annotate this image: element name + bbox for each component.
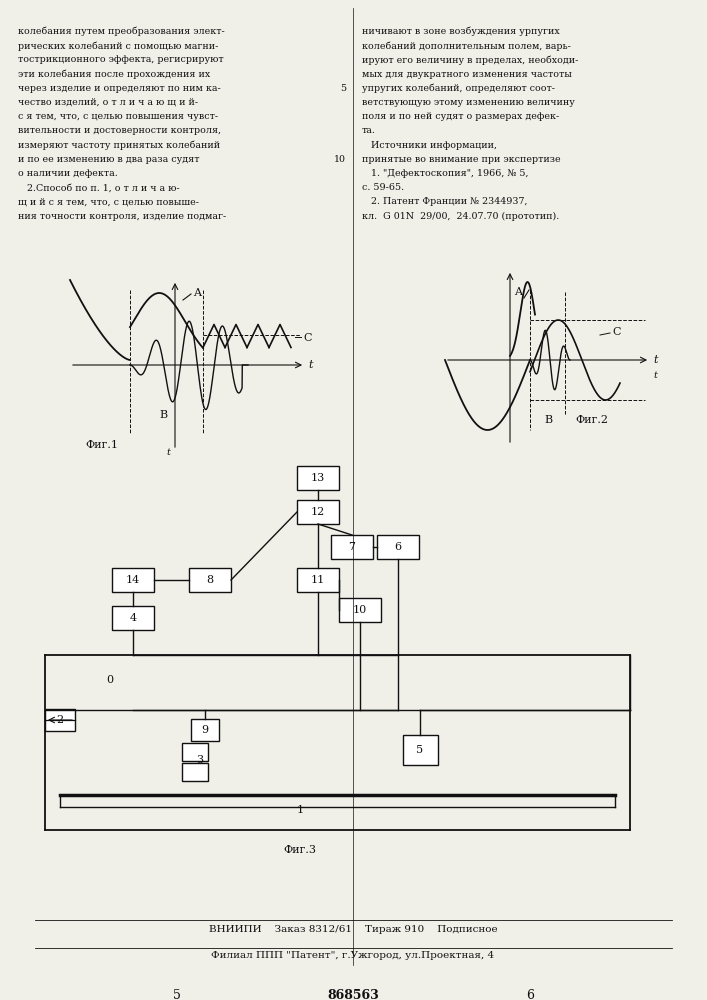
Text: о наличии дефекта.: о наличии дефекта. (18, 169, 118, 178)
Bar (191, 719, 219, 741)
Bar (297, 500, 339, 524)
Bar (182, 763, 208, 781)
Text: Филиал ППП "Патент", г.Ужгород, ул.Проектная, 4: Филиал ППП "Патент", г.Ужгород, ул.Проек… (211, 952, 495, 960)
Text: 3: 3 (197, 755, 204, 765)
Text: t: t (308, 360, 312, 370)
Bar (182, 743, 208, 761)
Text: 10: 10 (334, 155, 346, 164)
Bar (45, 709, 75, 731)
Text: и по ее изменению в два раза судят: и по ее изменению в два раза судят (18, 155, 199, 164)
Text: 4: 4 (129, 613, 136, 623)
Text: поля и по ней судят о размерах дефек-: поля и по ней судят о размерах дефек- (362, 112, 559, 121)
Bar (297, 568, 339, 592)
Text: щ и й с я тем, что, с целью повыше-: щ и й с я тем, что, с целью повыше- (18, 197, 199, 206)
Bar (112, 568, 154, 592)
Text: A: A (193, 288, 201, 298)
Text: чество изделий, о т л и ч а ю щ и й-: чество изделий, о т л и ч а ю щ и й- (18, 98, 198, 107)
Text: 2. Патент Франции № 2344937,: 2. Патент Франции № 2344937, (362, 197, 527, 206)
Text: A: A (514, 287, 522, 297)
Text: рических колебаний с помощью магни-: рических колебаний с помощью магни- (18, 41, 218, 51)
Text: 5: 5 (173, 989, 181, 1000)
Text: 9: 9 (201, 725, 209, 735)
Text: через изделие и определяют по ним ка-: через изделие и определяют по ним ка- (18, 84, 221, 93)
Text: та.: та. (362, 126, 376, 135)
Text: 5: 5 (416, 745, 423, 755)
Text: t: t (653, 370, 657, 379)
Text: мых для двукратного изменения частоты: мых для двукратного изменения частоты (362, 70, 572, 79)
Bar (112, 606, 154, 630)
Text: колебаний дополнительным полем, варь-: колебаний дополнительным полем, варь- (362, 41, 571, 51)
Text: эти колебания после прохождения их: эти колебания после прохождения их (18, 70, 210, 79)
Text: 10: 10 (353, 605, 367, 615)
Text: принятые во внимание при экспертизе: принятые во внимание при экспертизе (362, 155, 561, 164)
Text: C: C (303, 333, 312, 343)
Text: 12: 12 (311, 507, 325, 517)
Text: 8: 8 (206, 575, 214, 585)
Text: 2: 2 (57, 715, 64, 725)
Text: 868563: 868563 (327, 989, 379, 1000)
Text: 5: 5 (340, 84, 346, 93)
Text: 11: 11 (311, 575, 325, 585)
Text: 1. "Дефектоскопия", 1966, № 5,: 1. "Дефектоскопия", 1966, № 5, (362, 169, 529, 178)
Text: ничивают в зоне возбуждения урпугих: ничивают в зоне возбуждения урпугих (362, 27, 560, 36)
Bar (189, 568, 231, 592)
Text: 7: 7 (349, 542, 356, 552)
Text: 1: 1 (296, 805, 303, 815)
Text: 14: 14 (126, 575, 140, 585)
Text: колебания путем преобразования элект-: колебания путем преобразования элект- (18, 27, 225, 36)
Bar (402, 735, 438, 765)
Text: Фиг.2: Фиг.2 (575, 415, 608, 425)
Text: Фиг.1: Фиг.1 (85, 440, 118, 450)
Text: кл.  G 01N  29/00,  24.07.70 (прототип).: кл. G 01N 29/00, 24.07.70 (прототип). (362, 212, 559, 221)
Bar (339, 598, 381, 622)
Text: ируют его величину в пределах, необходи-: ируют его величину в пределах, необходи- (362, 55, 578, 65)
Text: ВНИИПИ    Заказ 8312/61    Тираж 910    Подписное: ВНИИПИ Заказ 8312/61 Тираж 910 Подписное (209, 926, 497, 934)
Text: Фиг.3: Фиг.3 (284, 845, 317, 855)
Text: ния точности контроля, изделие подмаг-: ния точности контроля, изделие подмаг- (18, 212, 226, 221)
Text: 0: 0 (107, 675, 114, 685)
Text: с я тем, что, с целью повышения чувст-: с я тем, что, с целью повышения чувст- (18, 112, 218, 121)
Text: 13: 13 (311, 473, 325, 483)
Bar (331, 535, 373, 559)
Bar (297, 466, 339, 490)
Text: B: B (544, 415, 552, 425)
Text: t: t (653, 355, 658, 365)
Text: 6: 6 (526, 989, 534, 1000)
Text: измеряют частоту принятых колебаний: измеряют частоту принятых колебаний (18, 141, 220, 150)
Text: ветствующую этому изменению величину: ветствующую этому изменению величину (362, 98, 575, 107)
Text: t: t (166, 448, 170, 457)
Bar (377, 535, 419, 559)
Text: с. 59-65.: с. 59-65. (362, 183, 404, 192)
Text: вительности и достоверности контроля,: вительности и достоверности контроля, (18, 126, 221, 135)
Text: тострикционного эффекта, регисрируют: тострикционного эффекта, регисрируют (18, 55, 223, 64)
Text: 2.Способ по п. 1, о т л и ч а ю-: 2.Способ по п. 1, о т л и ч а ю- (18, 183, 180, 192)
Text: упругих колебаний, определяют соот-: упругих колебаний, определяют соот- (362, 84, 555, 93)
Text: B: B (159, 410, 167, 420)
Text: 6: 6 (395, 542, 402, 552)
Text: Источники информации,: Источники информации, (362, 141, 497, 150)
Text: C: C (612, 327, 621, 337)
